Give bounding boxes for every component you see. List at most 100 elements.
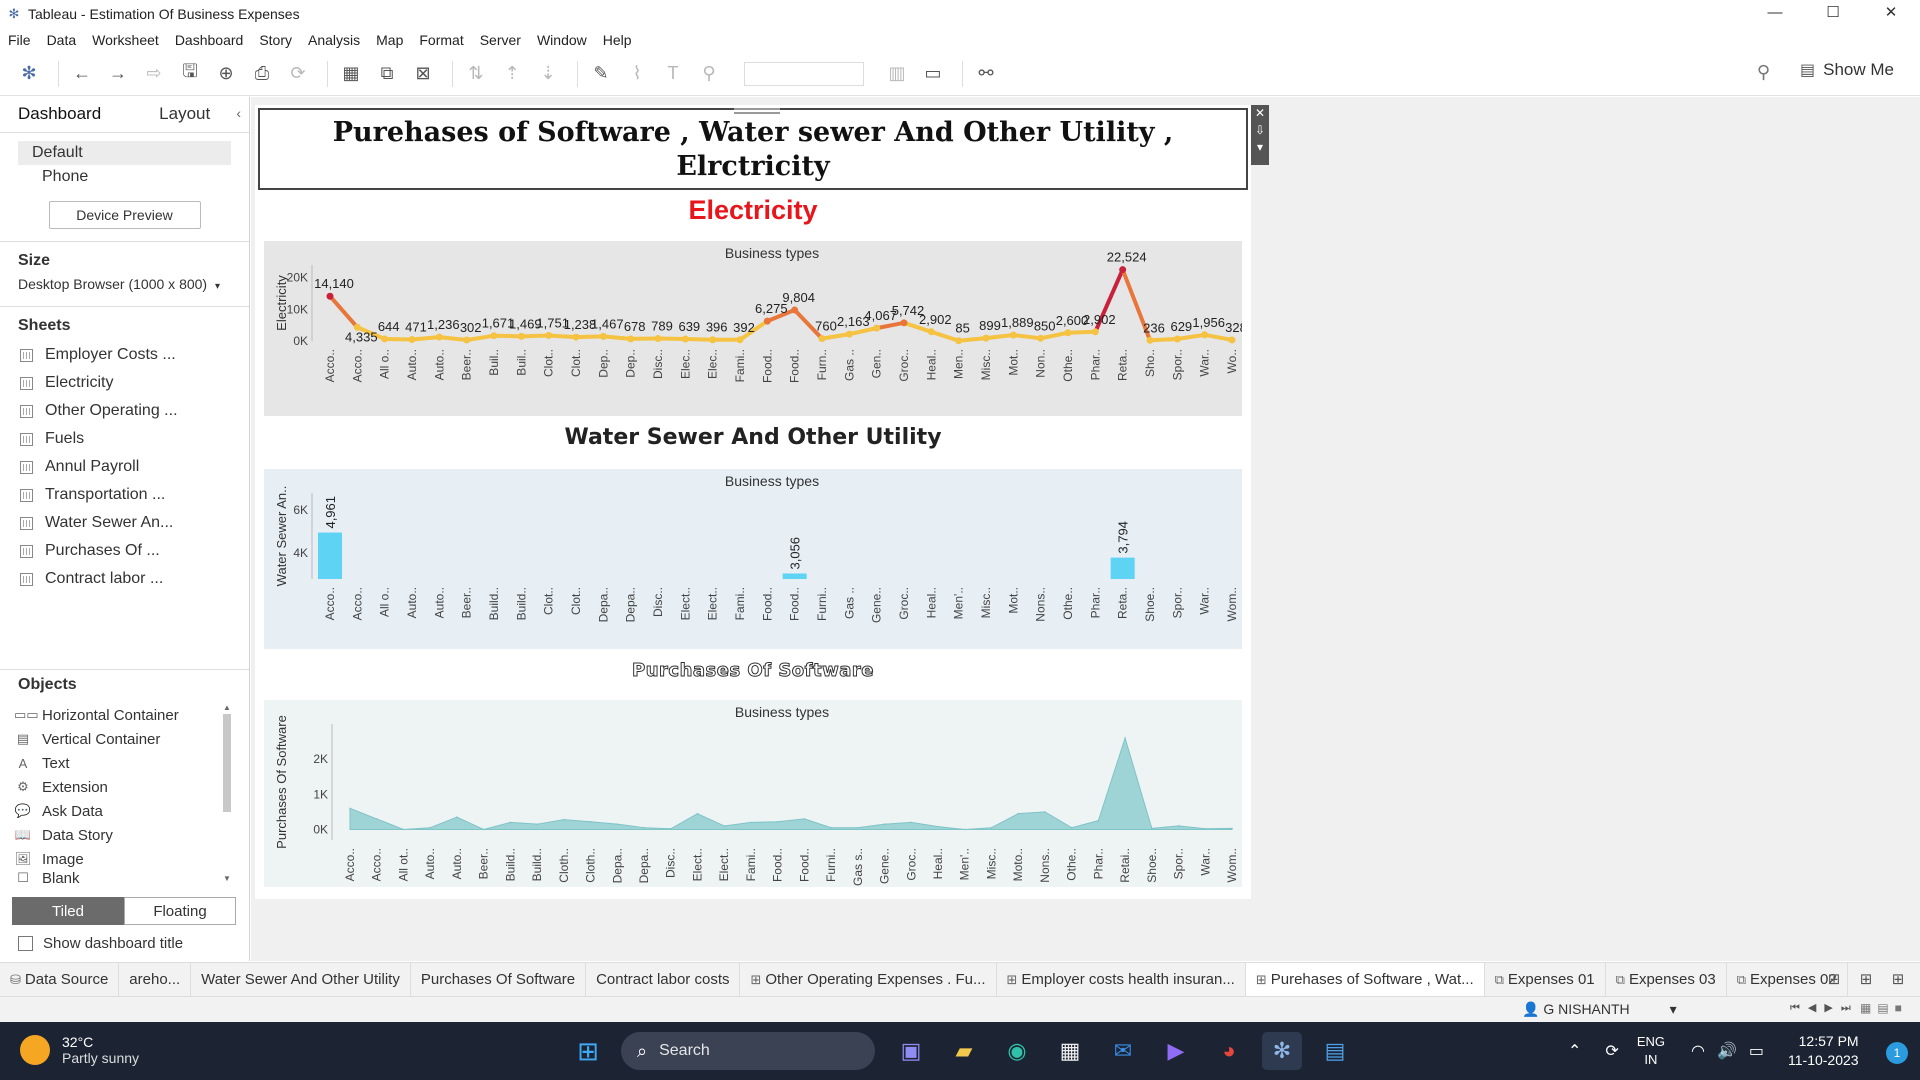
replay-icon[interactable]: ⇨	[146, 63, 162, 83]
minimize-button[interactable]: —	[1767, 4, 1783, 21]
collapse-pane-icon[interactable]: ‹	[236, 105, 241, 121]
close-button[interactable]: ✕	[1884, 4, 1898, 21]
save-icon[interactable]: 🖫	[182, 60, 198, 81]
cards-icon[interactable]: ▥	[888, 63, 906, 83]
sheet-item[interactable]: Electricity	[0, 369, 249, 397]
menu-map[interactable]: Map	[376, 32, 404, 48]
media-icon[interactable]: ▶	[1167, 1038, 1185, 1063]
swap-icon[interactable]: ⇅	[468, 63, 484, 83]
remove-icon[interactable]: ✕	[1254, 106, 1266, 120]
menu-format[interactable]: Format	[419, 32, 464, 48]
chevron-up-icon[interactable]: ⌃	[1568, 1043, 1582, 1060]
share-icon[interactable]: ⚯	[978, 63, 994, 83]
object-image[interactable]: 🖼 Image	[0, 847, 230, 871]
menu-story[interactable]: Story	[259, 32, 292, 48]
new-story-icon[interactable]: ⊞	[1891, 971, 1905, 988]
menu-data[interactable]: Data	[46, 32, 77, 48]
chrome-icon[interactable]: ◕	[1222, 1038, 1236, 1063]
text-icon[interactable]: T	[667, 63, 679, 83]
story-tab[interactable]: ⧉ Expenses 01	[1485, 962, 1606, 997]
pin-icon[interactable]: ⚲	[702, 63, 716, 83]
labels-icon[interactable]: ⌇	[632, 63, 642, 83]
teams-icon[interactable]: ▣	[900, 1038, 922, 1063]
menu-analysis[interactable]: Analysis	[308, 32, 361, 48]
sync-icon[interactable]: ⟳	[1605, 1043, 1619, 1060]
clear-sheet-icon[interactable]: ⊠	[415, 63, 431, 83]
new-data-source-icon[interactable]: ⊕	[218, 63, 234, 83]
device-preview-button[interactable]: Device Preview	[48, 201, 201, 229]
menu-server[interactable]: Server	[479, 32, 521, 48]
dashboard-tab-active[interactable]: ⊞ Purehases of Software , Wat...	[1245, 962, 1485, 997]
scroll-thumb[interactable]	[223, 714, 231, 812]
more-options-icon[interactable]: ▾	[1256, 140, 1264, 154]
wifi-icon[interactable]: ◠	[1690, 1043, 1705, 1060]
dashboard-title[interactable]: Purehases of Software , Water sewer And …	[258, 108, 1248, 190]
pin-container-icon[interactable]: ⇩	[1254, 123, 1266, 137]
windows-start-icon[interactable]: ⊞	[577, 1035, 599, 1066]
sheet-tab[interactable]: Purchases Of Software	[411, 962, 587, 997]
language-indicator[interactable]: ENG IN	[1637, 1033, 1665, 1069]
battery-icon[interactable]: ▭	[1748, 1043, 1764, 1060]
floating-toggle[interactable]: Floating	[124, 897, 236, 925]
story-tab[interactable]: ⧉ Expenses 03	[1606, 962, 1727, 997]
refresh-icon[interactable]: ⟳	[290, 63, 306, 83]
taskbar-search[interactable]: ⌕ Search	[621, 1032, 875, 1070]
maximize-button[interactable]: ☐	[1826, 4, 1840, 21]
object-data-story[interactable]: 📖 Data Story	[0, 823, 230, 847]
object-extension[interactable]: ⚙ Extension	[0, 775, 230, 799]
object-blank[interactable]: ☐ Blank	[0, 871, 230, 885]
sheet-tab[interactable]: areho...	[119, 962, 192, 997]
electricity-chart[interactable]: Business types Electricity 0K 10K 20K 14,140 4…	[264, 241, 1242, 416]
notification-badge[interactable]: 1	[1886, 1042, 1908, 1064]
object-horizontal-container[interactable]: ▭▭ Horizontal Container	[0, 703, 230, 727]
undo-icon[interactable]: ←	[73, 63, 91, 83]
pause-updates-icon[interactable]: ⎙	[254, 63, 270, 83]
new-worksheet-icon[interactable]: ⊞	[1827, 971, 1841, 988]
tab-layout[interactable]: Layout	[159, 104, 211, 123]
user-menu[interactable]: 👤 G NISHANTH ▾	[1522, 1001, 1677, 1018]
sheet-item[interactable]: Purchases Of ...	[0, 537, 249, 565]
story-tab[interactable]: ⧉ Expenses 02	[1727, 962, 1848, 997]
sheet-item[interactable]: Fuels	[0, 425, 249, 453]
water-sewer-chart[interactable]: Business types Water Sewer An.. 4K 6K 4,961 3…	[264, 469, 1242, 649]
file-explorer-icon[interactable]: ▰	[955, 1038, 973, 1063]
weather-widget[interactable]: 32°C Partly sunny	[20, 1034, 139, 1066]
menu-window[interactable]: Window	[536, 32, 587, 48]
clock[interactable]: 12:57 PM 11-10-2023	[1788, 1032, 1859, 1070]
dashboard-tab[interactable]: ⊞ Other Operating Expenses . Fu...	[740, 962, 997, 997]
sheet-navigation[interactable]: ⏮◀▶⏭	[1790, 1002, 1859, 1014]
object-text[interactable]: A Text	[0, 751, 230, 775]
device-default[interactable]: Default	[18, 141, 231, 165]
volume-icon[interactable]: 🔊	[1716, 1043, 1737, 1060]
sheet-item[interactable]: Contract labor ...	[0, 565, 249, 593]
sheet-item[interactable]: Annul Payroll	[0, 453, 249, 481]
sheet-tab[interactable]: Water Sewer And Other Utility	[191, 962, 411, 997]
sheet-item[interactable]: Water Sewer An...	[0, 509, 249, 537]
sheet-tab[interactable]: Contract labor costs	[586, 962, 741, 997]
show-me-button[interactable]: ⚲ ▤ Show Me	[1757, 60, 1894, 82]
sort-descending-icon[interactable]: ⇣	[540, 63, 556, 83]
fit-dropdown[interactable]	[744, 61, 864, 86]
sheet-view-icons[interactable]: ▦▤■	[1860, 1001, 1908, 1015]
notepad-icon[interactable]: ▤	[1324, 1038, 1346, 1063]
tableau-taskbar-icon[interactable]: ✻	[1262, 1032, 1302, 1070]
redo-icon[interactable]: →	[109, 63, 127, 83]
tableau-logo-icon[interactable]: ✻	[21, 63, 37, 83]
size-dropdown[interactable]: Desktop Browser (1000 x 800) ▾	[0, 270, 249, 292]
presentation-icon[interactable]: ▭	[924, 63, 942, 83]
software-chart[interactable]: Business types Purchases Of Software 0K 1K 2…	[264, 700, 1242, 887]
scroll-down-icon[interactable]: ▼	[223, 874, 231, 883]
menu-file[interactable]: File	[8, 32, 31, 48]
scroll-up-icon[interactable]: ▲	[223, 703, 231, 712]
sheet-item[interactable]: Transportation ...	[0, 481, 249, 509]
store-icon[interactable]: ▦	[1059, 1038, 1081, 1063]
dashboard-tab[interactable]: ⊞ Employer costs health insuran...	[997, 962, 1246, 997]
objects-scrollbar[interactable]: ▲ ▼	[222, 703, 232, 883]
sheet-item[interactable]: Other Operating ...	[0, 397, 249, 425]
tab-dashboard[interactable]: Dashboard	[18, 104, 102, 123]
drag-handle-icon[interactable]	[734, 108, 780, 114]
tab-data-source[interactable]: ⛁ Data Source	[0, 962, 120, 997]
highlight-icon[interactable]: ✎	[593, 63, 609, 83]
object-vertical-container[interactable]: ▤ Vertical Container	[0, 727, 230, 751]
format-pin-icon[interactable]: ⚲	[1756, 62, 1770, 82]
